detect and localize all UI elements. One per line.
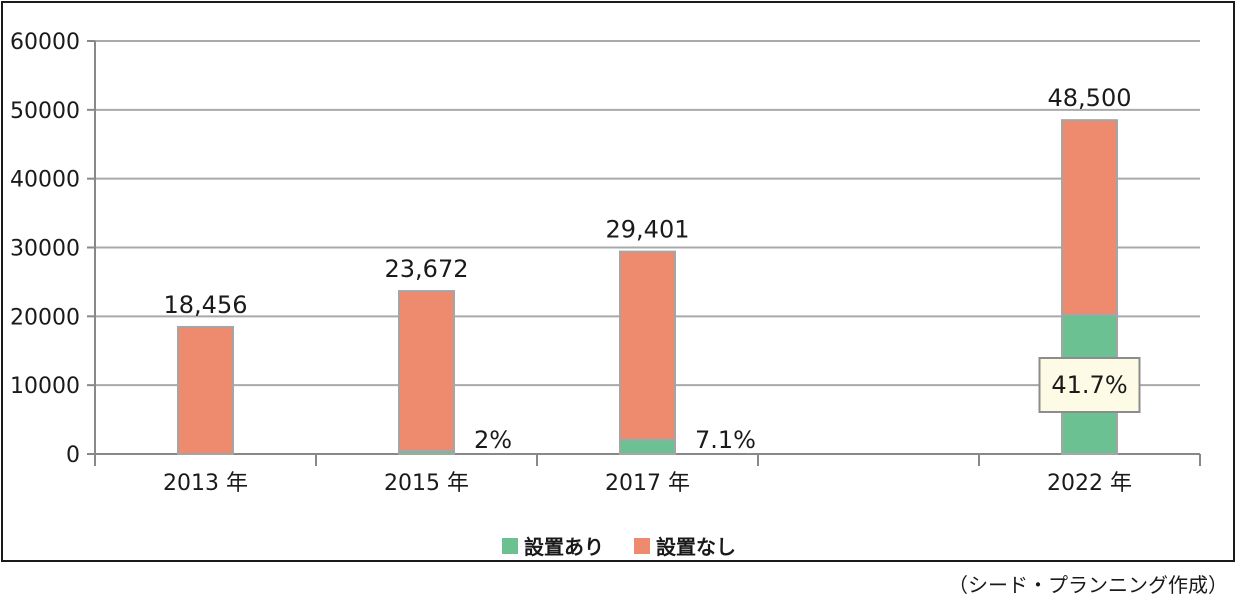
total-data-label: 23,672 <box>385 255 469 283</box>
share-data-label: 41.7% <box>1051 371 1127 399</box>
total-data-label: 18,456 <box>164 291 248 319</box>
legend-swatch-without <box>634 537 650 554</box>
y-tick-label: 50000 <box>10 99 80 124</box>
chart-frame <box>1 1 1235 562</box>
x-tick-label: 2015 年 <box>384 471 469 496</box>
y-tick-label: 10000 <box>10 374 80 399</box>
bar-segment-without <box>177 325 234 456</box>
legend-label-with: 設置あり <box>524 535 604 559</box>
share-data-label: 7.1% <box>695 426 756 454</box>
x-tick-label: 2022 年 <box>1047 471 1132 496</box>
total-data-label: 48,500 <box>1048 84 1132 112</box>
legend-label-without: 設置なし <box>656 535 736 559</box>
x-tick-label: 2013 年 <box>163 471 248 496</box>
legend-swatch-with <box>502 537 518 554</box>
x-tick-label: 2017 年 <box>605 471 690 496</box>
legend-item-without: 設置なし <box>634 531 736 560</box>
source-note: （シード・プランニング作成） <box>948 573 1228 597</box>
total-data-label: 29,401 <box>606 216 690 244</box>
legend: 設置あり 設置なし <box>0 531 1238 560</box>
y-tick-label: 30000 <box>10 237 80 262</box>
legend-item-with: 設置あり <box>502 531 604 560</box>
y-tick-label: 20000 <box>10 305 80 330</box>
share-callout-box <box>1038 357 1141 413</box>
bar-segment-without <box>619 250 676 441</box>
bar-segment-without <box>398 290 455 452</box>
y-tick-label: 40000 <box>10 168 80 193</box>
y-tick-label: 60000 <box>10 30 80 55</box>
y-tick-label: 0 <box>66 443 80 468</box>
share-data-label: 2% <box>474 426 512 454</box>
bar-segment-with <box>619 438 676 456</box>
bar-segment-without <box>1061 119 1118 316</box>
